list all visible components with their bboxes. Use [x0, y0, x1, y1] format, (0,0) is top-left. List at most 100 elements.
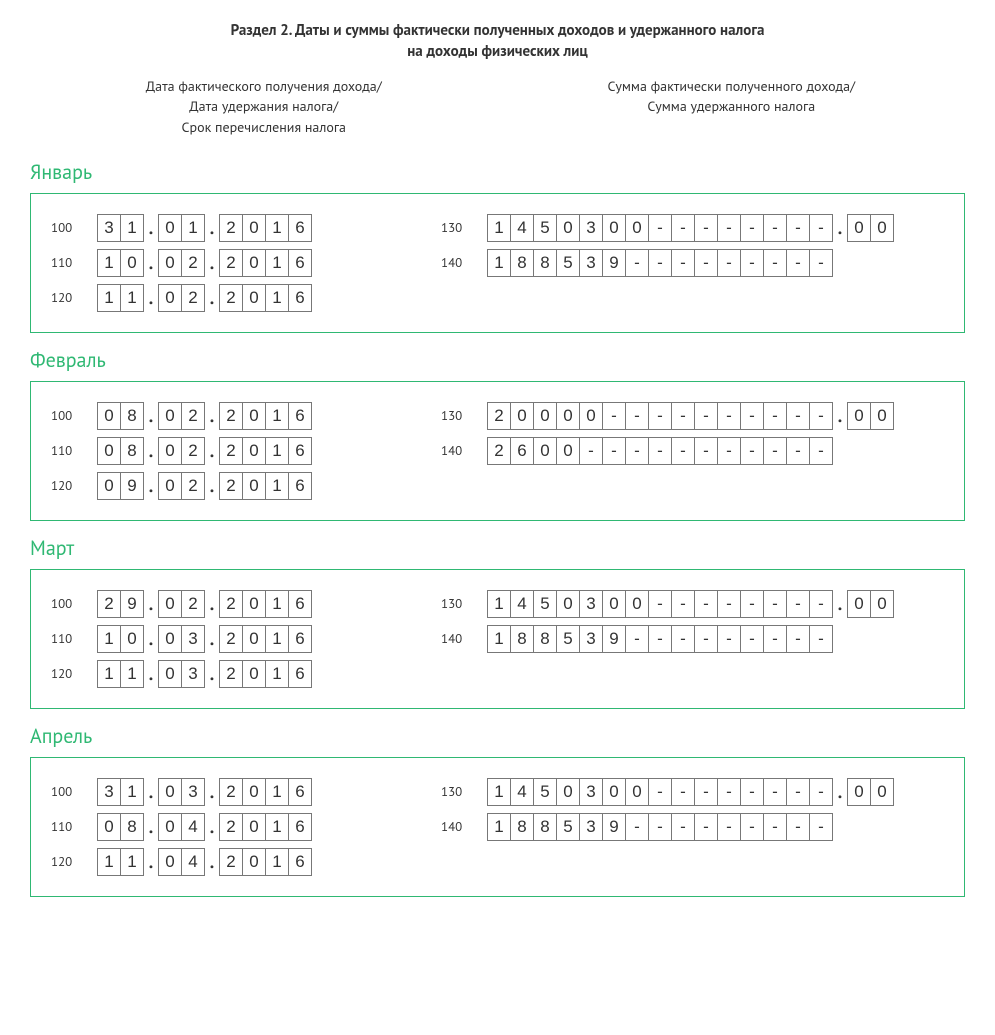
cell: 4: [510, 590, 534, 618]
cell: 3: [97, 214, 121, 242]
cell: 5: [533, 214, 557, 242]
separator-dot: .: [144, 251, 158, 274]
cell: -: [786, 249, 810, 277]
cell: -: [648, 249, 672, 277]
separator-dot: .: [205, 286, 219, 309]
cell: -: [694, 813, 718, 841]
cell: 2: [219, 437, 243, 465]
cell: 0: [847, 402, 871, 430]
code-110: 110: [51, 254, 97, 271]
cell: 0: [158, 214, 182, 242]
cell: -: [740, 625, 764, 653]
date-day: 11: [97, 660, 144, 688]
amount-tax: 140188539---------: [441, 249, 833, 277]
cell: -: [763, 813, 787, 841]
cell: 6: [288, 402, 312, 430]
date-day: 11: [97, 284, 144, 312]
cell: 6: [288, 214, 312, 242]
cell: 2: [181, 249, 205, 277]
cell: -: [648, 437, 672, 465]
form-row: 11010.03.2016140188539---------: [51, 624, 944, 654]
code-130: 130: [441, 783, 487, 800]
cell: 3: [579, 214, 603, 242]
cell: -: [648, 590, 672, 618]
code-110: 110: [51, 630, 97, 647]
code-140: 140: [441, 818, 487, 835]
cell: -: [786, 402, 810, 430]
date-year: 2016: [219, 402, 312, 430]
separator-dot: .: [144, 474, 158, 497]
form-row: 12009.02.2016: [51, 471, 944, 501]
cell: 0: [870, 590, 894, 618]
cell: 0: [120, 249, 144, 277]
date-month: 03: [158, 660, 205, 688]
cell: -: [694, 437, 718, 465]
amount-income: 13020000----------.00: [441, 402, 894, 430]
cell: 6: [288, 590, 312, 618]
column-headers: Дата фактического получения дохода/ Дата…: [30, 76, 965, 137]
cell: 0: [242, 813, 266, 841]
cell: 1: [265, 402, 289, 430]
code-100: 100: [51, 783, 97, 800]
separator-dot: .: [205, 474, 219, 497]
month-label: Апрель: [30, 723, 965, 749]
date-transfer: 12011.03.2016: [51, 660, 441, 688]
cell: 0: [533, 437, 557, 465]
amount-integer: 20000----------: [487, 402, 833, 430]
cell: 0: [158, 848, 182, 876]
month-box: 10031.01.20161301450300--------.0011010.…: [30, 193, 965, 333]
cell: -: [717, 625, 741, 653]
cell: 0: [847, 590, 871, 618]
cell: 1: [487, 625, 511, 653]
cell: 0: [242, 848, 266, 876]
cell: 0: [97, 472, 121, 500]
date-month: 02: [158, 402, 205, 430]
cell: -: [671, 437, 695, 465]
month-label: Январь: [30, 159, 965, 185]
cell: 2: [219, 590, 243, 618]
cell: 1: [487, 214, 511, 242]
cell: 0: [602, 778, 626, 806]
cell: 6: [288, 848, 312, 876]
date-year: 2016: [219, 214, 312, 242]
cell: 0: [556, 590, 580, 618]
cell: -: [763, 590, 787, 618]
cell: -: [717, 437, 741, 465]
cell: 4: [510, 778, 534, 806]
cell: 1: [97, 284, 121, 312]
cell: -: [786, 625, 810, 653]
cell: -: [625, 625, 649, 653]
cell: 0: [97, 402, 121, 430]
cell: 1: [265, 472, 289, 500]
cell: -: [671, 778, 695, 806]
month-box: 10031.03.20161301450300--------.0011008.…: [30, 757, 965, 897]
cell: 9: [120, 472, 144, 500]
separator-dot: .: [144, 286, 158, 309]
date-transfer: 12009.02.2016: [51, 472, 441, 500]
cell: -: [786, 590, 810, 618]
cell: 1: [265, 660, 289, 688]
cell: 1: [265, 848, 289, 876]
date-month: 01: [158, 214, 205, 242]
cell: 6: [288, 437, 312, 465]
cell: 3: [579, 625, 603, 653]
date-day: 10: [97, 249, 144, 277]
cell: -: [625, 402, 649, 430]
date-month: 04: [158, 813, 205, 841]
cell: 3: [181, 660, 205, 688]
cell: 0: [158, 437, 182, 465]
cell: 1: [265, 778, 289, 806]
cell: 0: [602, 214, 626, 242]
cell: 6: [288, 284, 312, 312]
date-month: 03: [158, 778, 205, 806]
cell: 1: [120, 284, 144, 312]
month-box: 10029.02.20161301450300--------.0011010.…: [30, 569, 965, 709]
cell: -: [809, 590, 833, 618]
cell: 2: [219, 660, 243, 688]
cell: 1: [97, 625, 121, 653]
code-140: 140: [441, 254, 487, 271]
date-withhold: 11010.03.2016: [51, 625, 441, 653]
cell: 3: [579, 590, 603, 618]
date-day: 08: [97, 437, 144, 465]
date-day: 09: [97, 472, 144, 500]
